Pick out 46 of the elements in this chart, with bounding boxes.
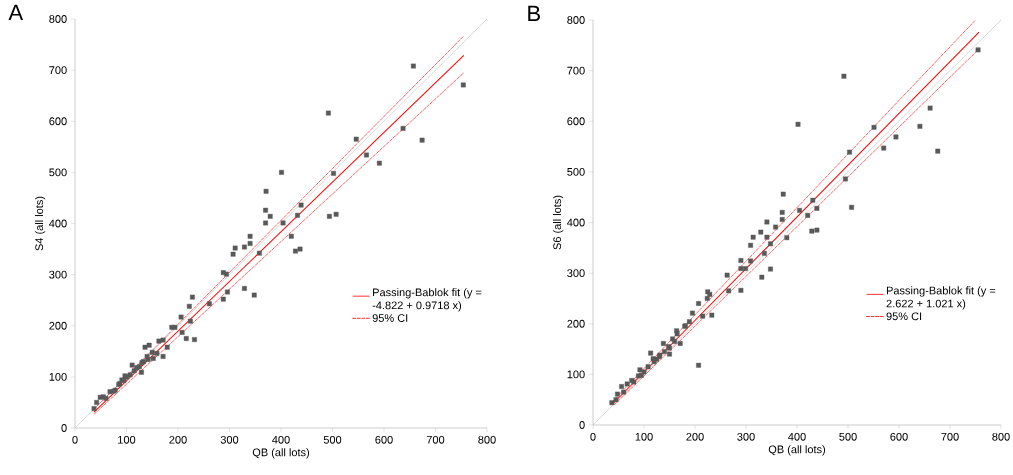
x-tick-label: 500 bbox=[323, 435, 342, 444]
y-tick-label: 600 bbox=[49, 117, 67, 126]
x-tick-label: 0 bbox=[590, 432, 596, 441]
x-tick-label: 100 bbox=[635, 432, 653, 441]
y-tick-label: 500 bbox=[567, 168, 585, 176]
x-tick-label: 400 bbox=[272, 435, 290, 444]
y-tick-label: 500 bbox=[49, 168, 67, 177]
x-tick-label: 700 bbox=[426, 435, 445, 444]
y-tick-label: 400 bbox=[567, 218, 585, 227]
y-tick-label: 0 bbox=[579, 421, 585, 429]
legend-label: 95% CI bbox=[886, 312, 922, 321]
x-tick-label: 400 bbox=[788, 432, 806, 441]
x-tick-label: 600 bbox=[375, 435, 393, 444]
x-tick-label: 100 bbox=[118, 435, 136, 444]
chart-title: B bbox=[528, 5, 540, 22]
legend-label: Passing-Bablok fit (y = 2.622 + 1.021 x) bbox=[886, 286, 996, 310]
x-tick-label: 200 bbox=[686, 432, 704, 441]
y-tick-label: 400 bbox=[49, 219, 67, 228]
x-axis-title: QB (all lots) bbox=[768, 445, 826, 456]
y-tick-label: 800 bbox=[49, 15, 67, 23]
x-tick-label: 700 bbox=[941, 432, 959, 441]
y-tick-label: 700 bbox=[567, 66, 585, 75]
y-tick-label: 100 bbox=[49, 372, 67, 381]
legend-label: Passing-Bablok fit (y = -4.822 + 0.9718 x) bbox=[372, 288, 482, 312]
y-tick-label: 0 bbox=[61, 424, 67, 432]
x-tick-label: 600 bbox=[890, 432, 908, 441]
x-tick-label: 800 bbox=[992, 432, 1010, 441]
y-tick-label: 800 bbox=[567, 16, 585, 24]
y-axis-title: S4 (all lots) bbox=[35, 196, 46, 251]
x-tick-label: 300 bbox=[737, 432, 755, 441]
y-tick-label: 200 bbox=[49, 321, 67, 330]
y-tick-label: 600 bbox=[567, 117, 585, 126]
x-tick-label: 800 bbox=[478, 435, 496, 444]
x-tick-label: 300 bbox=[220, 435, 239, 444]
y-tick-label: 300 bbox=[567, 269, 585, 278]
legend-label: 95% CI bbox=[372, 314, 408, 322]
x-tick-label: 0 bbox=[72, 435, 78, 444]
y-axis-title: S6 (all lots) bbox=[553, 195, 564, 250]
y-tick-label: 700 bbox=[49, 66, 67, 75]
y-tick-label: 300 bbox=[49, 270, 67, 279]
x-tick-label: 200 bbox=[169, 435, 187, 444]
chart-title: A bbox=[8, 4, 24, 20]
x-tick-label: 500 bbox=[839, 432, 857, 441]
y-tick-label: 200 bbox=[567, 319, 585, 328]
x-axis-title: QB (all lots) bbox=[252, 448, 310, 459]
y-tick-label: 100 bbox=[567, 370, 585, 379]
